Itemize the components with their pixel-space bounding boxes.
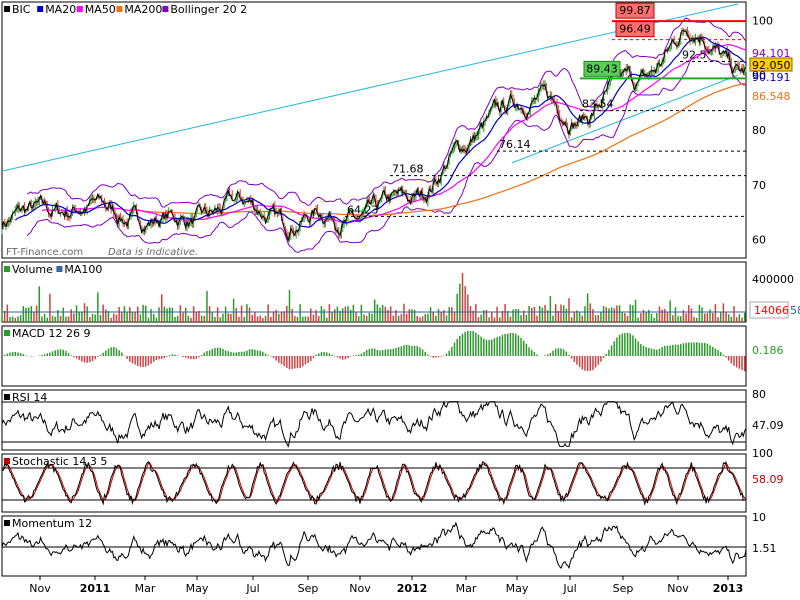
time-axis-label: Nov xyxy=(349,582,371,595)
time-axis-label: May xyxy=(186,582,209,595)
level-label: 71.68 xyxy=(392,163,424,176)
price-panel xyxy=(1,1,747,259)
rsi-axis-tick: 80 xyxy=(752,388,766,401)
momentum-axis-tick: 10 xyxy=(752,511,766,524)
side-value-label: 92.050 xyxy=(752,59,791,72)
watermark: FT-Finance.com xyxy=(6,247,83,258)
time-axis-label: Mar xyxy=(135,582,156,595)
legend-label: Momentum 12 xyxy=(12,517,92,530)
side-value-label: 94.101 xyxy=(752,47,791,60)
time-axis-label: 2012 xyxy=(397,582,428,595)
time-axis-label: 2013 xyxy=(713,582,744,595)
rsi-line xyxy=(1,400,747,448)
legend-label: RSI 14 xyxy=(12,391,47,404)
volume-value: 14066 xyxy=(754,304,789,317)
legend-swatch xyxy=(76,6,83,12)
level-label: 92.5 xyxy=(682,49,707,62)
price-axis-tick: 100 xyxy=(752,14,773,27)
legend-swatch xyxy=(4,330,10,336)
price-axis-tick: 80 xyxy=(752,124,766,137)
bollinger-lower-line xyxy=(26,51,747,253)
time-axis-label: Sep xyxy=(298,582,319,595)
legend-swatch xyxy=(37,6,44,12)
level-label: 64.23 xyxy=(347,203,379,216)
time-axis-label: Nov xyxy=(29,582,51,595)
price-line xyxy=(1,29,747,242)
level-label: 83.54 xyxy=(582,98,614,111)
legend-swatch xyxy=(116,6,123,12)
rsi-panel xyxy=(1,389,747,451)
legend-label: MA200 xyxy=(124,3,162,16)
legend-swatch xyxy=(162,6,169,12)
legend-label: MA50 xyxy=(85,3,116,16)
chart-labels: 99.87 96.49 92.5 89.43 83.54 76.14 71.68 64.23 1… xyxy=(4,2,800,595)
legend-label: MACD 12 26 9 xyxy=(12,327,90,340)
legend-label: BIC xyxy=(12,3,31,16)
volume-value-box xyxy=(749,301,789,319)
trendline-upper xyxy=(1,3,739,172)
watermark-note: Data is Indicative. xyxy=(108,247,198,258)
level-label: 89.43 xyxy=(586,62,618,75)
time-axis-label: 2011 xyxy=(80,582,111,595)
side-value-label: 90.191 xyxy=(752,71,791,84)
chart-drawing xyxy=(1,3,747,570)
legend-swatch xyxy=(4,520,10,526)
level-label-box xyxy=(615,21,655,38)
time-axis-label: Jul xyxy=(562,582,576,595)
macd-value: 0.186 xyxy=(752,344,784,357)
trendline-lower xyxy=(511,74,739,164)
legend-swatch xyxy=(4,458,10,464)
stochastic-value: 58.09 xyxy=(752,473,784,486)
level-label: 99.87 xyxy=(619,4,651,17)
legend-label: Bollinger 20 2 xyxy=(170,3,247,16)
level-label-box xyxy=(615,2,655,19)
bollinger-upper-line xyxy=(27,17,747,208)
legend-swatch xyxy=(4,6,10,12)
stochastic-axis-tick: 100 xyxy=(752,447,773,460)
legend-label: Stochastic 14 3 5 xyxy=(12,455,107,468)
price-axis-tick: 70 xyxy=(752,179,766,192)
stochastic-k-line xyxy=(1,461,747,506)
time-axis-label: Mar xyxy=(456,582,477,595)
momentum-value: 1.51 xyxy=(752,542,777,555)
legend-label: MA100 xyxy=(64,263,102,276)
ma200-line xyxy=(135,82,747,216)
time-axis-label: Sep xyxy=(613,582,634,595)
last-price-box xyxy=(749,57,793,72)
side-value-label: 86.548 xyxy=(752,90,791,103)
legend-label: MA20 xyxy=(45,3,76,16)
time-axis-label: Jul xyxy=(245,582,259,595)
price-axis-tick: 90 xyxy=(752,69,766,82)
ma50-line xyxy=(41,43,747,224)
level-label: 96.49 xyxy=(619,23,651,36)
legend-swatch xyxy=(4,394,10,400)
level-label-box xyxy=(583,60,621,77)
legend-swatch xyxy=(56,266,63,272)
legend-label: Volume xyxy=(12,263,53,276)
price-axis-tick: 60 xyxy=(752,234,766,247)
level-label: 76.14 xyxy=(499,138,531,151)
legend-swatch xyxy=(4,266,10,272)
volume-ma-value: 58 xyxy=(790,304,800,317)
stochastic-panel xyxy=(1,453,747,513)
time-axis-label: May xyxy=(506,582,529,595)
momentum-line xyxy=(1,521,747,570)
time-axis-label: Nov xyxy=(667,582,689,595)
rsi-value: 47.09 xyxy=(752,419,784,432)
volume-axis-tick: 400000 xyxy=(752,273,794,286)
momentum-panel xyxy=(1,515,747,577)
